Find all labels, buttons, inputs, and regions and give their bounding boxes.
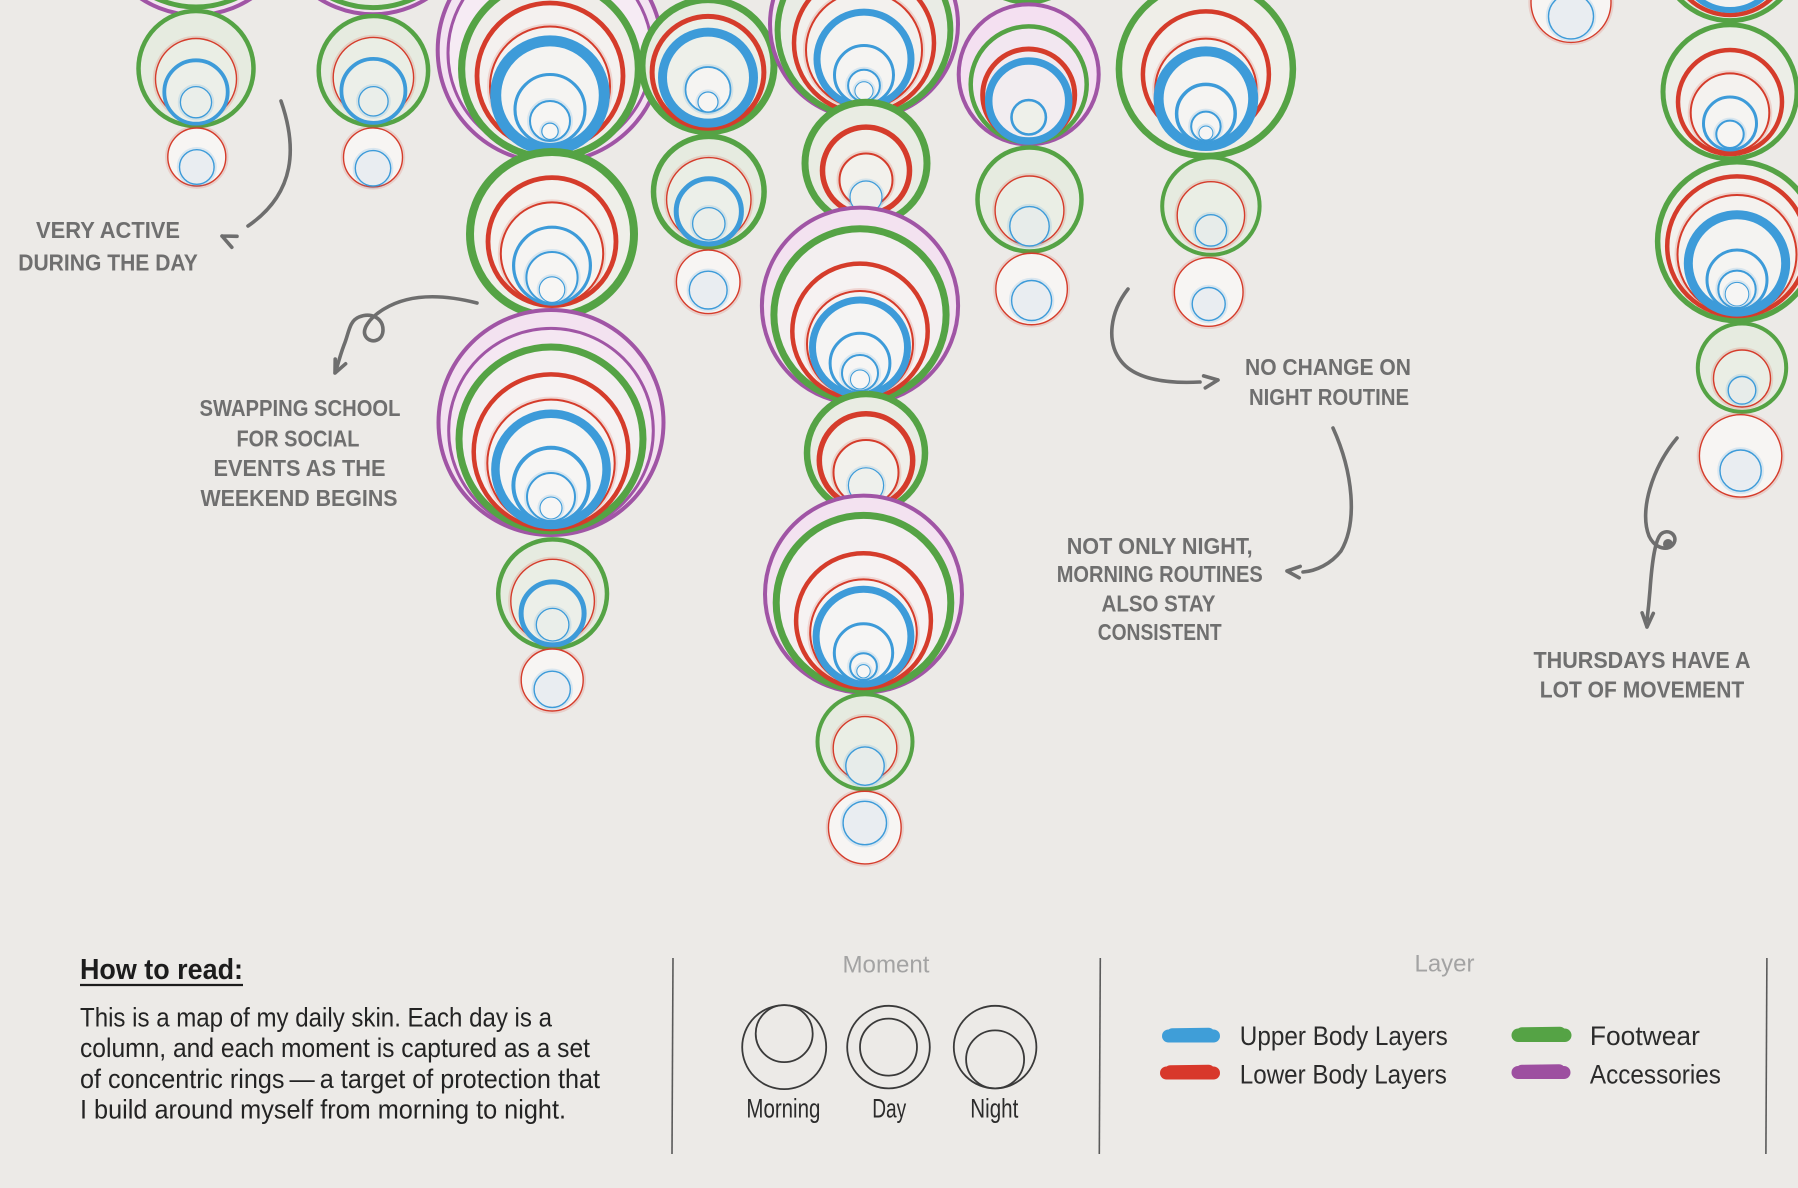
svg-text:How to read:: How to read: (80, 954, 243, 986)
svg-text:NOT ONLY NIGHT,: NOT ONLY NIGHT, (1067, 533, 1253, 559)
svg-text:NIGHT ROUTINE: NIGHT ROUTINE (1249, 384, 1409, 410)
svg-text:SWAPPING SCHOOL: SWAPPING SCHOOL (200, 395, 401, 421)
svg-text:Moment: Moment (843, 952, 930, 979)
svg-text:Morning: Morning (746, 1094, 820, 1124)
svg-text:VERY ACTIVE: VERY ACTIVE (36, 217, 180, 243)
svg-text:DURING THE DAY: DURING THE DAY (18, 250, 198, 276)
svg-text:ALSO STAY: ALSO STAY (1102, 591, 1216, 617)
svg-text:Lower Body Layers: Lower Body Layers (1240, 1060, 1447, 1090)
svg-text:WEEKEND BEGINS: WEEKEND BEGINS (201, 485, 398, 511)
svg-text:NO CHANGE ON: NO CHANGE ON (1245, 354, 1411, 380)
svg-text:Night: Night (970, 1094, 1018, 1124)
svg-text:Footwear: Footwear (1590, 1021, 1700, 1051)
svg-text:EVENTS AS THE: EVENTS AS THE (214, 455, 386, 481)
svg-text:Day: Day (872, 1094, 906, 1124)
svg-text:Layer: Layer (1415, 950, 1475, 977)
svg-text:Upper Body Layers: Upper Body Layers (1240, 1021, 1448, 1051)
svg-text:MORNING ROUTINES: MORNING ROUTINES (1057, 561, 1263, 587)
svg-text:I build around myself from mor: I build around myself from morning to ni… (80, 1095, 566, 1125)
svg-text:column, and each moment is cap: column, and each moment is captured as a… (80, 1033, 591, 1063)
svg-text:Accessories: Accessories (1590, 1060, 1721, 1090)
svg-text:of concentric rings — a target: of concentric rings — a target of protec… (80, 1064, 601, 1094)
svg-text:THURSDAYS HAVE A: THURSDAYS HAVE A (1534, 647, 1751, 673)
svg-text:LOT OF MOVEMENT: LOT OF MOVEMENT (1540, 676, 1745, 702)
svg-text:FOR SOCIAL: FOR SOCIAL (237, 426, 360, 452)
svg-text:This is a map of my daily skin: This is a map of my daily skin. Each day… (80, 1002, 552, 1032)
svg-text:CONSISTENT: CONSISTENT (1098, 619, 1223, 645)
